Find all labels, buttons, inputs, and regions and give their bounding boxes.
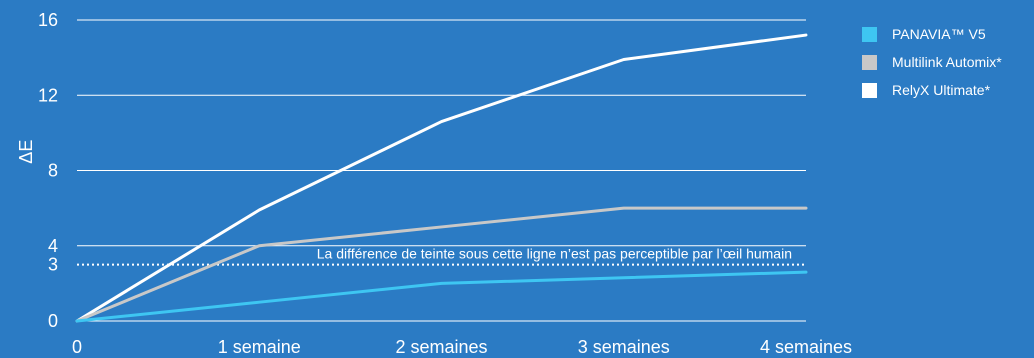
x-tick-label: 4 semaines: [760, 337, 852, 357]
legend-item-multilink: Multilink Automix*: [862, 48, 1002, 76]
legend-swatch-relyx: [862, 82, 877, 98]
legend-label-relyx: RelyX Ultimate*: [892, 82, 991, 98]
x-tick-labels: 0 1 semaine 2 semaines 3 semaines 4 semaines: [72, 337, 852, 357]
series-line: [75, 270, 808, 323]
x-tick-label: 3 semaines: [578, 337, 670, 357]
y-tick-label: 0: [48, 311, 58, 331]
y-tick-labels: 0 34 8 12 16: [38, 10, 58, 331]
y-tick-label: 16: [38, 10, 58, 30]
legend-item-panavia: PANAVIA™ V5: [862, 20, 1002, 48]
y-tick-label: 3: [48, 255, 58, 275]
legend-label-panavia: PANAVIA™ V5: [892, 26, 986, 42]
legend-swatch-multilink: [862, 54, 877, 70]
series-lines: [75, 33, 808, 323]
threshold-label: La différence de teinte sous cette ligne…: [317, 246, 792, 262]
y-tick-label: 8: [48, 161, 58, 181]
x-tick-label: 0: [72, 337, 82, 357]
y-tick-label: 4: [48, 236, 58, 256]
legend-label-multilink: Multilink Automix*: [892, 54, 1002, 70]
series-line: [75, 206, 808, 323]
legend-item-relyx: RelyX Ultimate*: [862, 76, 1002, 104]
x-tick-label: 1 semaine: [218, 337, 301, 357]
series-line: [75, 33, 808, 323]
legend-swatch-panavia: [862, 26, 877, 42]
y-axis-label: ΔE: [16, 140, 36, 164]
legend: PANAVIA™ V5 Multilink Automix* RelyX Ult…: [862, 20, 1002, 104]
x-tick-label: 2 semaines: [395, 337, 487, 357]
y-tick-label: 12: [38, 85, 58, 105]
